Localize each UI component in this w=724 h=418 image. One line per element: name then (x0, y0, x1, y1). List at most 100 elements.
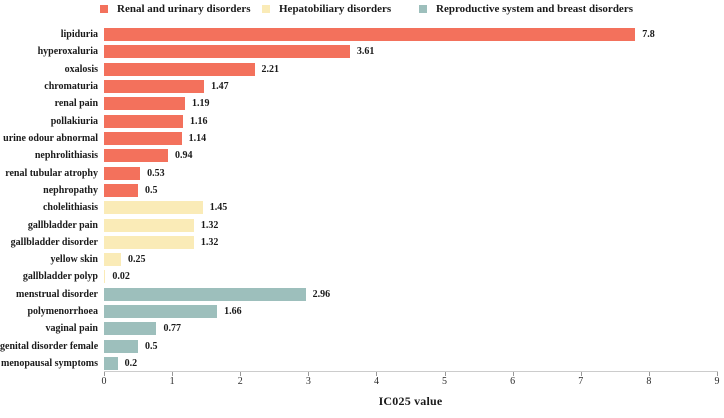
bar (104, 339, 139, 353)
x-tick-label: 1 (169, 376, 175, 387)
x-tick-mark (512, 372, 514, 376)
x-tick-mark (580, 372, 582, 376)
bar (104, 114, 183, 128)
legend-label: Hepatobiliary disorders (279, 3, 392, 15)
category-label: gallbladder disorder (10, 236, 98, 248)
value-label: 0.5 (145, 184, 158, 196)
x-tick-mark (648, 372, 650, 376)
value-label: 0.94 (175, 150, 193, 162)
bar-row: gallbladder disorder 1.32 (0, 235, 724, 249)
value-label: 2.21 (261, 63, 280, 75)
bar-row: hyperoxaluria 3.61 (0, 45, 724, 59)
value-label: 1.16 (190, 115, 208, 127)
bar (104, 201, 203, 215)
chart-legend: Renal and urinary disorders Hepatobiliary… (0, 2, 724, 16)
value-label: 1.32 (200, 219, 219, 231)
value-label: 7.8 (642, 29, 655, 40)
category-label: yellow skin (50, 254, 98, 266)
category-label: lipiduria (60, 29, 98, 40)
x-axis-title: IC025 value (378, 394, 443, 408)
bar-row: cholelithiasis 1.45 (0, 201, 724, 215)
value-label: 2.96 (312, 288, 331, 300)
legend-item: Hepatobiliary disorders (262, 2, 391, 16)
value-label: 1.14 (188, 132, 207, 144)
legend-swatch-icon (262, 5, 270, 13)
bar-row: lipiduria 7.8 (0, 28, 724, 41)
bar (104, 235, 194, 249)
bar (104, 149, 169, 163)
category-label: renal tubular atrophy (5, 167, 98, 179)
x-tick-label: 7 (578, 376, 584, 387)
x-tick-label: 6 (510, 376, 516, 387)
bar-row: renal pain 1.19 (0, 97, 724, 111)
value-label: 1.45 (209, 202, 228, 214)
value-label: 0.5 (145, 340, 158, 352)
category-label: pollakiuria (50, 115, 98, 127)
value-label: 0.02 (112, 271, 130, 283)
x-tick-label: 4 (373, 376, 379, 387)
bar-row: chromaturia 1.47 (0, 79, 724, 93)
x-tick-label: 5 (442, 376, 448, 387)
x-tick-mark (240, 372, 242, 376)
bar (104, 28, 636, 41)
bar (104, 287, 306, 301)
value-label: 0.25 (128, 254, 146, 266)
bar-row: gallbladder pain 1.32 (0, 218, 724, 232)
x-tick-label: 9 (714, 376, 720, 387)
value-label: 1.19 (192, 98, 210, 110)
legend-label: Reproductive system and breast disorders (436, 3, 633, 15)
x-tick-label: 3 (305, 376, 311, 387)
bar (104, 322, 157, 336)
bar (104, 79, 205, 93)
category-label: menstrual disorder (16, 288, 98, 300)
x-tick-mark (717, 372, 718, 376)
bar (104, 166, 141, 180)
legend-swatch-icon (419, 5, 427, 13)
x-tick-mark (172, 372, 174, 376)
x-tick-label: 2 (237, 376, 243, 387)
category-label: vaginal pain (45, 323, 98, 335)
category-label: cholelithiasis (42, 202, 98, 214)
bar (104, 305, 218, 319)
x-tick-mark (104, 372, 105, 376)
x-tick-label: 0 (101, 376, 107, 387)
category-label: menopausal symptoms (1, 358, 98, 370)
bar-row: urine odour abnormal 1.14 (0, 131, 724, 145)
bar (104, 357, 118, 371)
x-tick-mark (308, 372, 310, 376)
category-label: renal pain (54, 98, 98, 110)
bar (104, 218, 194, 232)
bar-row: menstrual disorder 2.96 (0, 287, 724, 301)
category-label: polymenorrhoea (27, 306, 98, 318)
x-axis-line (104, 371, 718, 372)
value-label: 0.77 (163, 323, 181, 335)
legend-swatch-icon (100, 5, 108, 13)
category-label: genital disorder female (0, 340, 99, 352)
bar-row: oxalosis 2.21 (0, 62, 724, 76)
bar (104, 131, 182, 145)
bar-row: genital disorder female 0.5 (0, 339, 724, 353)
bar-row: vaginal pain 0.77 (0, 322, 724, 336)
category-label: gallbladder pain (27, 219, 98, 231)
value-label: 1.32 (200, 236, 219, 248)
legend-label: Renal and urinary disorders (117, 3, 251, 15)
bar-row: yellow skin 0.25 (0, 253, 724, 267)
bar (104, 253, 122, 267)
value-label: 1.66 (224, 306, 242, 318)
bar (104, 62, 255, 76)
category-label: oxalosis (64, 63, 98, 75)
category-label: gallbladder polyp (22, 271, 98, 283)
category-label: urine odour abnormal (3, 132, 98, 144)
bar (104, 270, 106, 284)
bar (104, 45, 350, 59)
bar-row: polymenorrhoea 1.66 (0, 305, 724, 319)
bar (104, 97, 186, 111)
x-tick-mark (444, 372, 446, 376)
bar-row: menopausal symptoms 0.2 (0, 357, 724, 371)
value-label: 1.47 (211, 80, 229, 92)
legend-item: Reproductive system and breast disorders (419, 2, 633, 16)
category-label: chromaturia (44, 80, 98, 92)
legend-item: Renal and urinary disorders (100, 2, 251, 16)
x-tick-label: 8 (646, 376, 652, 387)
